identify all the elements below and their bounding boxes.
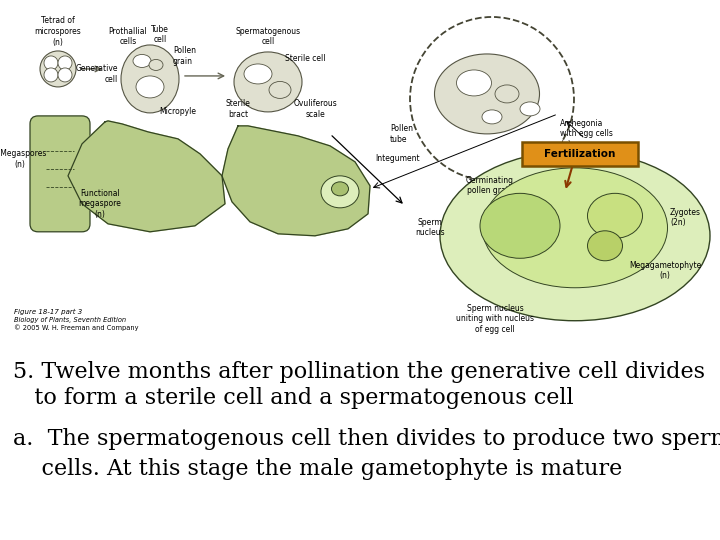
Text: Micropyle: Micropyle: [160, 107, 197, 116]
Text: Integument: Integument: [375, 154, 420, 164]
Ellipse shape: [244, 64, 272, 84]
Text: Tube
cell: Tube cell: [151, 24, 169, 44]
Ellipse shape: [520, 102, 540, 116]
Text: Sterile
bract: Sterile bract: [225, 99, 251, 119]
Circle shape: [44, 68, 58, 82]
Text: cells. At this stage the male gametophyte is mature: cells. At this stage the male gametophyt…: [13, 458, 622, 480]
Ellipse shape: [269, 82, 291, 98]
Ellipse shape: [482, 168, 667, 288]
Ellipse shape: [480, 193, 560, 258]
Text: Pollen
tube: Pollen tube: [390, 124, 413, 144]
Text: Tube
nucleus: Tube nucleus: [580, 146, 610, 165]
FancyBboxPatch shape: [522, 142, 638, 166]
Ellipse shape: [234, 52, 302, 112]
Text: Functional
megaspore
(n): Functional megaspore (n): [78, 189, 122, 219]
Text: Biology of Plants, Seventh Edition: Biology of Plants, Seventh Edition: [14, 317, 126, 323]
Text: Figure 18-17 part 3: Figure 18-17 part 3: [14, 309, 82, 315]
Text: © 2005 W. H. Freeman and Company: © 2005 W. H. Freeman and Company: [14, 325, 138, 332]
Text: Archegonia
with egg cells
(n): Archegonia with egg cells (n): [560, 119, 613, 148]
Text: Prothallial
cells: Prothallial cells: [109, 26, 148, 46]
Ellipse shape: [121, 45, 179, 113]
Text: Zygotes
(2n): Zygotes (2n): [670, 208, 701, 227]
Ellipse shape: [136, 76, 164, 98]
Ellipse shape: [331, 182, 348, 196]
Text: Sterile cell: Sterile cell: [285, 55, 325, 63]
Text: to form a sterile cell and a spermatogenous cell: to form a sterile cell and a spermatogen…: [13, 387, 574, 409]
FancyBboxPatch shape: [30, 116, 90, 232]
Polygon shape: [222, 126, 370, 236]
Ellipse shape: [440, 151, 710, 321]
Text: Sperm nucleus
uniting with nucleus
of egg cell: Sperm nucleus uniting with nucleus of eg…: [456, 303, 534, 334]
Ellipse shape: [133, 55, 151, 68]
Ellipse shape: [456, 70, 492, 96]
Ellipse shape: [149, 59, 163, 70]
Text: 4 Megaspores
(n): 4 Megaspores (n): [0, 149, 47, 168]
Text: Megagametophyte
(n): Megagametophyte (n): [629, 261, 701, 280]
Text: Ovuliferous
scale: Ovuliferous scale: [293, 99, 337, 119]
Ellipse shape: [588, 193, 642, 238]
Circle shape: [40, 51, 76, 87]
Ellipse shape: [321, 176, 359, 208]
Ellipse shape: [588, 231, 623, 261]
Ellipse shape: [495, 85, 519, 103]
Circle shape: [58, 56, 72, 70]
Circle shape: [44, 56, 58, 70]
Text: a.  The spermatogenous cell then divides to produce two sperm: a. The spermatogenous cell then divides …: [13, 428, 720, 450]
Text: Fertilization: Fertilization: [544, 149, 616, 159]
Text: Tetrad of
microspores
(n): Tetrad of microspores (n): [35, 16, 81, 47]
Text: Generative
cell: Generative cell: [76, 64, 118, 84]
Ellipse shape: [482, 110, 502, 124]
Text: 5. Twelve months after pollination the generative cell divides: 5. Twelve months after pollination the g…: [13, 361, 705, 383]
Ellipse shape: [434, 54, 539, 134]
Text: Pollen
grain: Pollen grain: [173, 46, 196, 66]
Polygon shape: [68, 121, 225, 232]
Text: Sperm
nucleus: Sperm nucleus: [415, 218, 445, 237]
Circle shape: [58, 68, 72, 82]
Text: Spermatogenous
cell: Spermatogenous cell: [235, 26, 300, 46]
Text: Germinating
pollen grain: Germinating pollen grain: [466, 176, 514, 195]
